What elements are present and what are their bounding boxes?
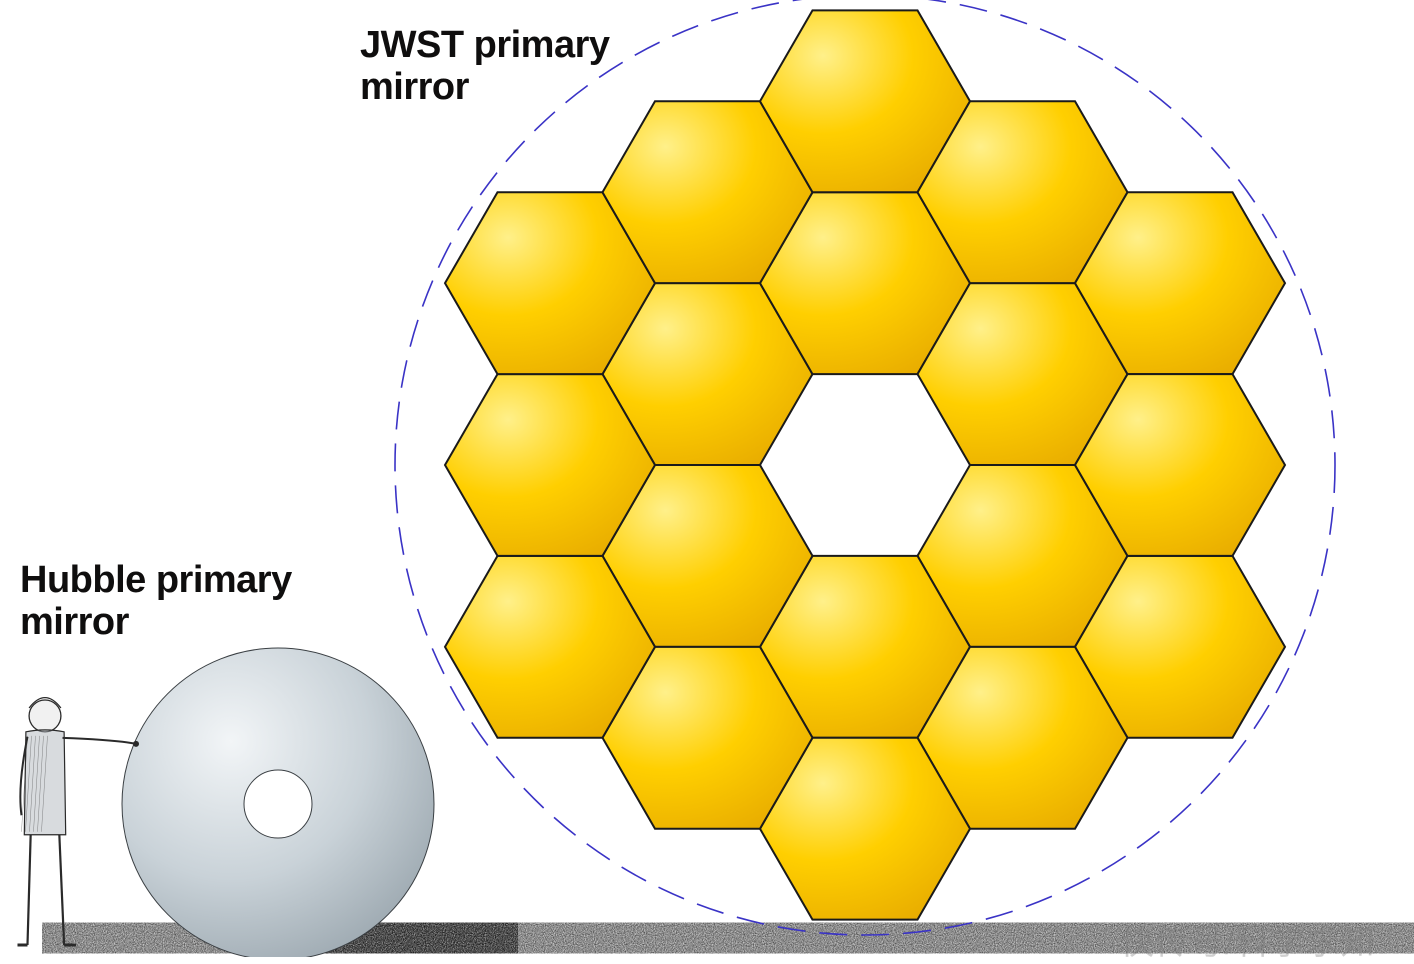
jwst-mirror-hexes bbox=[445, 10, 1285, 919]
hubble-mirror-disc bbox=[122, 648, 434, 957]
human-scale-figure bbox=[17, 698, 139, 945]
hubble-label: Hubble primary mirror bbox=[20, 560, 292, 644]
comparison-diagram bbox=[0, 0, 1414, 957]
jwst-label: JWST primary mirror bbox=[360, 25, 610, 109]
